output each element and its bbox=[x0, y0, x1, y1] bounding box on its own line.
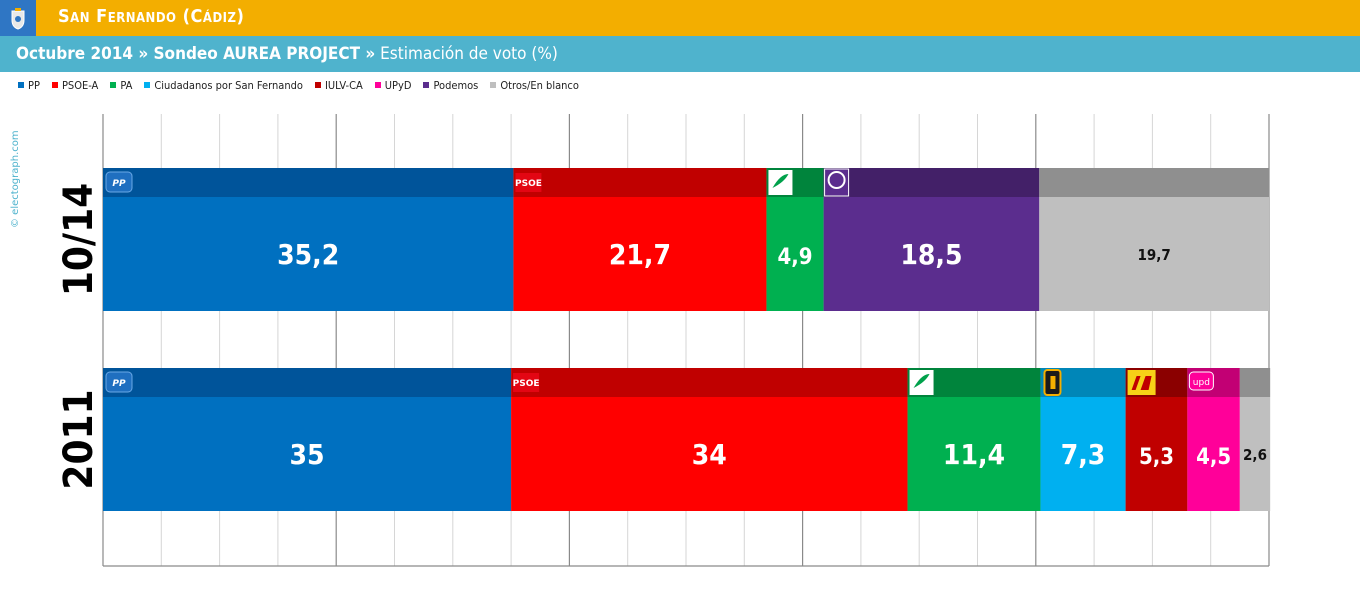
legend-label: Podemos bbox=[433, 79, 479, 92]
data-label: 19,7 bbox=[1138, 246, 1171, 264]
subtitle-bar: Octubre 2014 » Sondeo AUREA PROJECT » Es… bbox=[0, 36, 1360, 72]
data-label: 2,6 bbox=[1243, 446, 1267, 464]
iu-logo-icon bbox=[1127, 370, 1156, 395]
bar-segment bbox=[1187, 397, 1240, 511]
chart-legend: PP PSOE-A PA Ciudadanos por San Fernando IUL… bbox=[18, 79, 591, 92]
ciudadanos-mark-icon bbox=[1050, 376, 1056, 389]
bar-header-strip bbox=[511, 368, 908, 397]
upyd-logo-icon bbox=[1188, 371, 1214, 391]
legend-item: Otros/En blanco bbox=[490, 79, 579, 92]
legend-label: PSOE-A bbox=[61, 79, 99, 92]
legend-swatch bbox=[110, 82, 117, 88]
legend-swatch bbox=[144, 82, 151, 88]
legend-label: PA bbox=[120, 79, 133, 92]
upyd-logo-text: upd bbox=[1193, 378, 1210, 388]
subtitle-rest: Estimación de voto (%) bbox=[375, 44, 558, 64]
legend-label: Otros/En blanco bbox=[500, 79, 579, 92]
legend-item: PA bbox=[110, 79, 132, 92]
legend-swatch bbox=[314, 82, 321, 88]
pp-logo-icon bbox=[105, 371, 133, 393]
iu-logo-mark-icon bbox=[1131, 376, 1152, 390]
legend-swatch bbox=[18, 82, 24, 88]
pp-logo-text: PP bbox=[112, 179, 126, 189]
legend-label: UPyD bbox=[384, 79, 412, 92]
data-label: 4,9 bbox=[777, 245, 812, 270]
legend-swatch bbox=[490, 82, 497, 88]
psoe-logo-icon bbox=[513, 373, 540, 392]
bar-segment bbox=[823, 197, 1040, 311]
legend-swatch bbox=[51, 82, 58, 88]
data-label: 5,3 bbox=[1139, 445, 1174, 470]
subtitle-bold: Octubre 2014 » Sondeo AUREA PROJECT » bbox=[16, 44, 376, 64]
bar-segment bbox=[513, 197, 767, 311]
legend-label: IULV-CA bbox=[324, 79, 363, 92]
bar-header-strip bbox=[823, 168, 1040, 197]
legend-item: IULV-CA bbox=[314, 79, 363, 92]
data-label: 35 bbox=[290, 438, 325, 471]
bar-header-strip bbox=[103, 368, 512, 397]
data-label: 21,7 bbox=[609, 238, 671, 271]
page-subtitle: Octubre 2014 » Sondeo AUREA PROJECT » Es… bbox=[16, 44, 558, 64]
legend-item: PSOE-A bbox=[51, 79, 99, 92]
legend-item: PP bbox=[18, 79, 40, 92]
data-label: 18,5 bbox=[900, 238, 962, 271]
bar-segment bbox=[1039, 197, 1269, 311]
watermark: © electograph.com bbox=[10, 130, 21, 228]
bar-segment bbox=[766, 197, 824, 311]
data-label: 4,5 bbox=[1196, 445, 1231, 470]
psoe-logo-text: PSOE bbox=[515, 179, 542, 189]
psoe-logo-text: PSOE bbox=[513, 379, 540, 389]
data-label: 11,4 bbox=[943, 438, 1005, 471]
legend-swatch bbox=[423, 82, 430, 88]
legend-label: PP bbox=[28, 79, 40, 92]
bar-segment bbox=[1125, 397, 1188, 511]
legend-item: UPyD bbox=[374, 79, 412, 92]
bar-segment bbox=[103, 397, 512, 511]
watermark-text: © electograph.com bbox=[10, 130, 21, 228]
page-title: San Fernando (Cádiz) bbox=[58, 6, 245, 27]
podemos-circles-icon bbox=[827, 171, 846, 189]
bar-header-strip bbox=[513, 168, 767, 197]
crest-icon bbox=[0, 0, 36, 36]
bar-segment bbox=[103, 197, 514, 311]
row-label: 10/14 bbox=[56, 183, 102, 296]
data-label: 34 bbox=[692, 438, 727, 471]
bar-segment bbox=[511, 397, 908, 511]
title-bar: San Fernando (Cádiz) bbox=[0, 0, 1360, 36]
legend-item: Ciudadanos por San Fernando bbox=[144, 79, 303, 92]
row-label: 2011 bbox=[56, 389, 102, 489]
legend-item: Podemos bbox=[423, 79, 478, 92]
legend-swatch bbox=[374, 82, 381, 88]
bar-header-strip bbox=[1239, 368, 1271, 397]
pp-logo-text: PP bbox=[112, 379, 126, 389]
bar-segment bbox=[907, 397, 1041, 511]
pp-logo-icon bbox=[105, 171, 133, 193]
bar-segment bbox=[1040, 397, 1126, 511]
data-label: 7,3 bbox=[1061, 438, 1106, 471]
bar-segment bbox=[1239, 397, 1271, 511]
pa-logo-leaf-icon bbox=[913, 374, 930, 388]
bar-header-strip bbox=[103, 168, 514, 197]
pa-logo-leaf-icon bbox=[772, 174, 789, 188]
data-label: 35,2 bbox=[277, 238, 339, 271]
psoe-logo-icon bbox=[515, 173, 542, 192]
legend-label: Ciudadanos por San Fernando bbox=[154, 79, 303, 92]
bar-header-strip bbox=[1039, 168, 1269, 197]
